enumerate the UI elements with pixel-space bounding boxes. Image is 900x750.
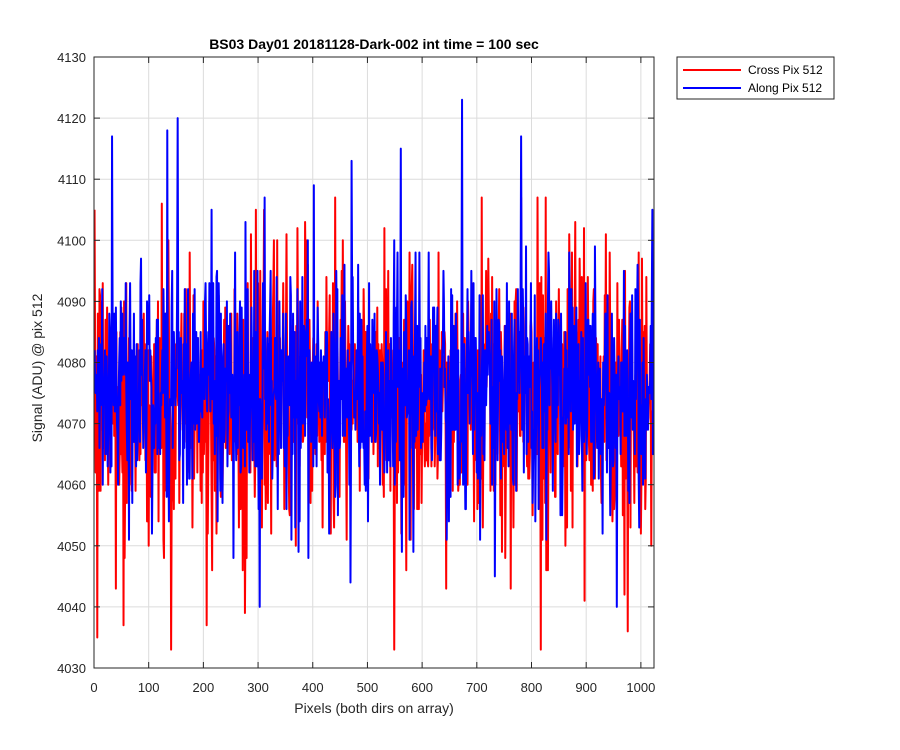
- x-tick-label: 0: [90, 680, 97, 695]
- series-line-along-pix-512: [94, 98, 654, 608]
- axes: [93, 56, 655, 669]
- y-tick-label: 4050: [57, 539, 86, 554]
- x-tick-label: 400: [302, 680, 324, 695]
- y-tick-label: 4080: [57, 356, 86, 371]
- x-tick-label: 1000: [626, 680, 655, 695]
- x-axis-label: Pixels (both dirs on array): [294, 700, 454, 716]
- x-tick-label: 100: [138, 680, 160, 695]
- legend-label-along: Along Pix 512: [748, 81, 822, 95]
- legend-label-cross: Cross Pix 512: [748, 63, 823, 77]
- y-axis-label: Signal (ADU) @ pix 512: [29, 293, 45, 442]
- y-tick-label: 4120: [57, 111, 86, 126]
- x-tick-label: 500: [357, 680, 379, 695]
- x-tick-label: 300: [247, 680, 269, 695]
- y-tick-label: 4040: [57, 600, 86, 615]
- y-tick-label: 4030: [57, 661, 86, 676]
- series-group: [94, 98, 654, 651]
- y-tick-label: 4090: [57, 294, 86, 309]
- x-tick-label: 800: [521, 680, 543, 695]
- y-tick-label: 4110: [58, 172, 86, 187]
- tick-labels: 0 100 200 300 400 500 600 700 800 900 1000 4030 4040…: [57, 50, 655, 695]
- x-tick-label: 600: [411, 680, 433, 695]
- x-tick-label: 900: [575, 680, 597, 695]
- y-tick-label: 4130: [57, 50, 86, 65]
- y-tick-label: 4100: [57, 233, 86, 248]
- x-tick-label: 700: [466, 680, 488, 695]
- y-tick-label: 4060: [57, 478, 86, 493]
- x-tick-label: 200: [193, 680, 215, 695]
- y-tick-label: 4070: [57, 417, 86, 432]
- chart-title: BS03 Day01 20181128-Dark-002 int time = …: [209, 36, 539, 52]
- legend: Cross Pix 512 Along Pix 512: [676, 56, 835, 100]
